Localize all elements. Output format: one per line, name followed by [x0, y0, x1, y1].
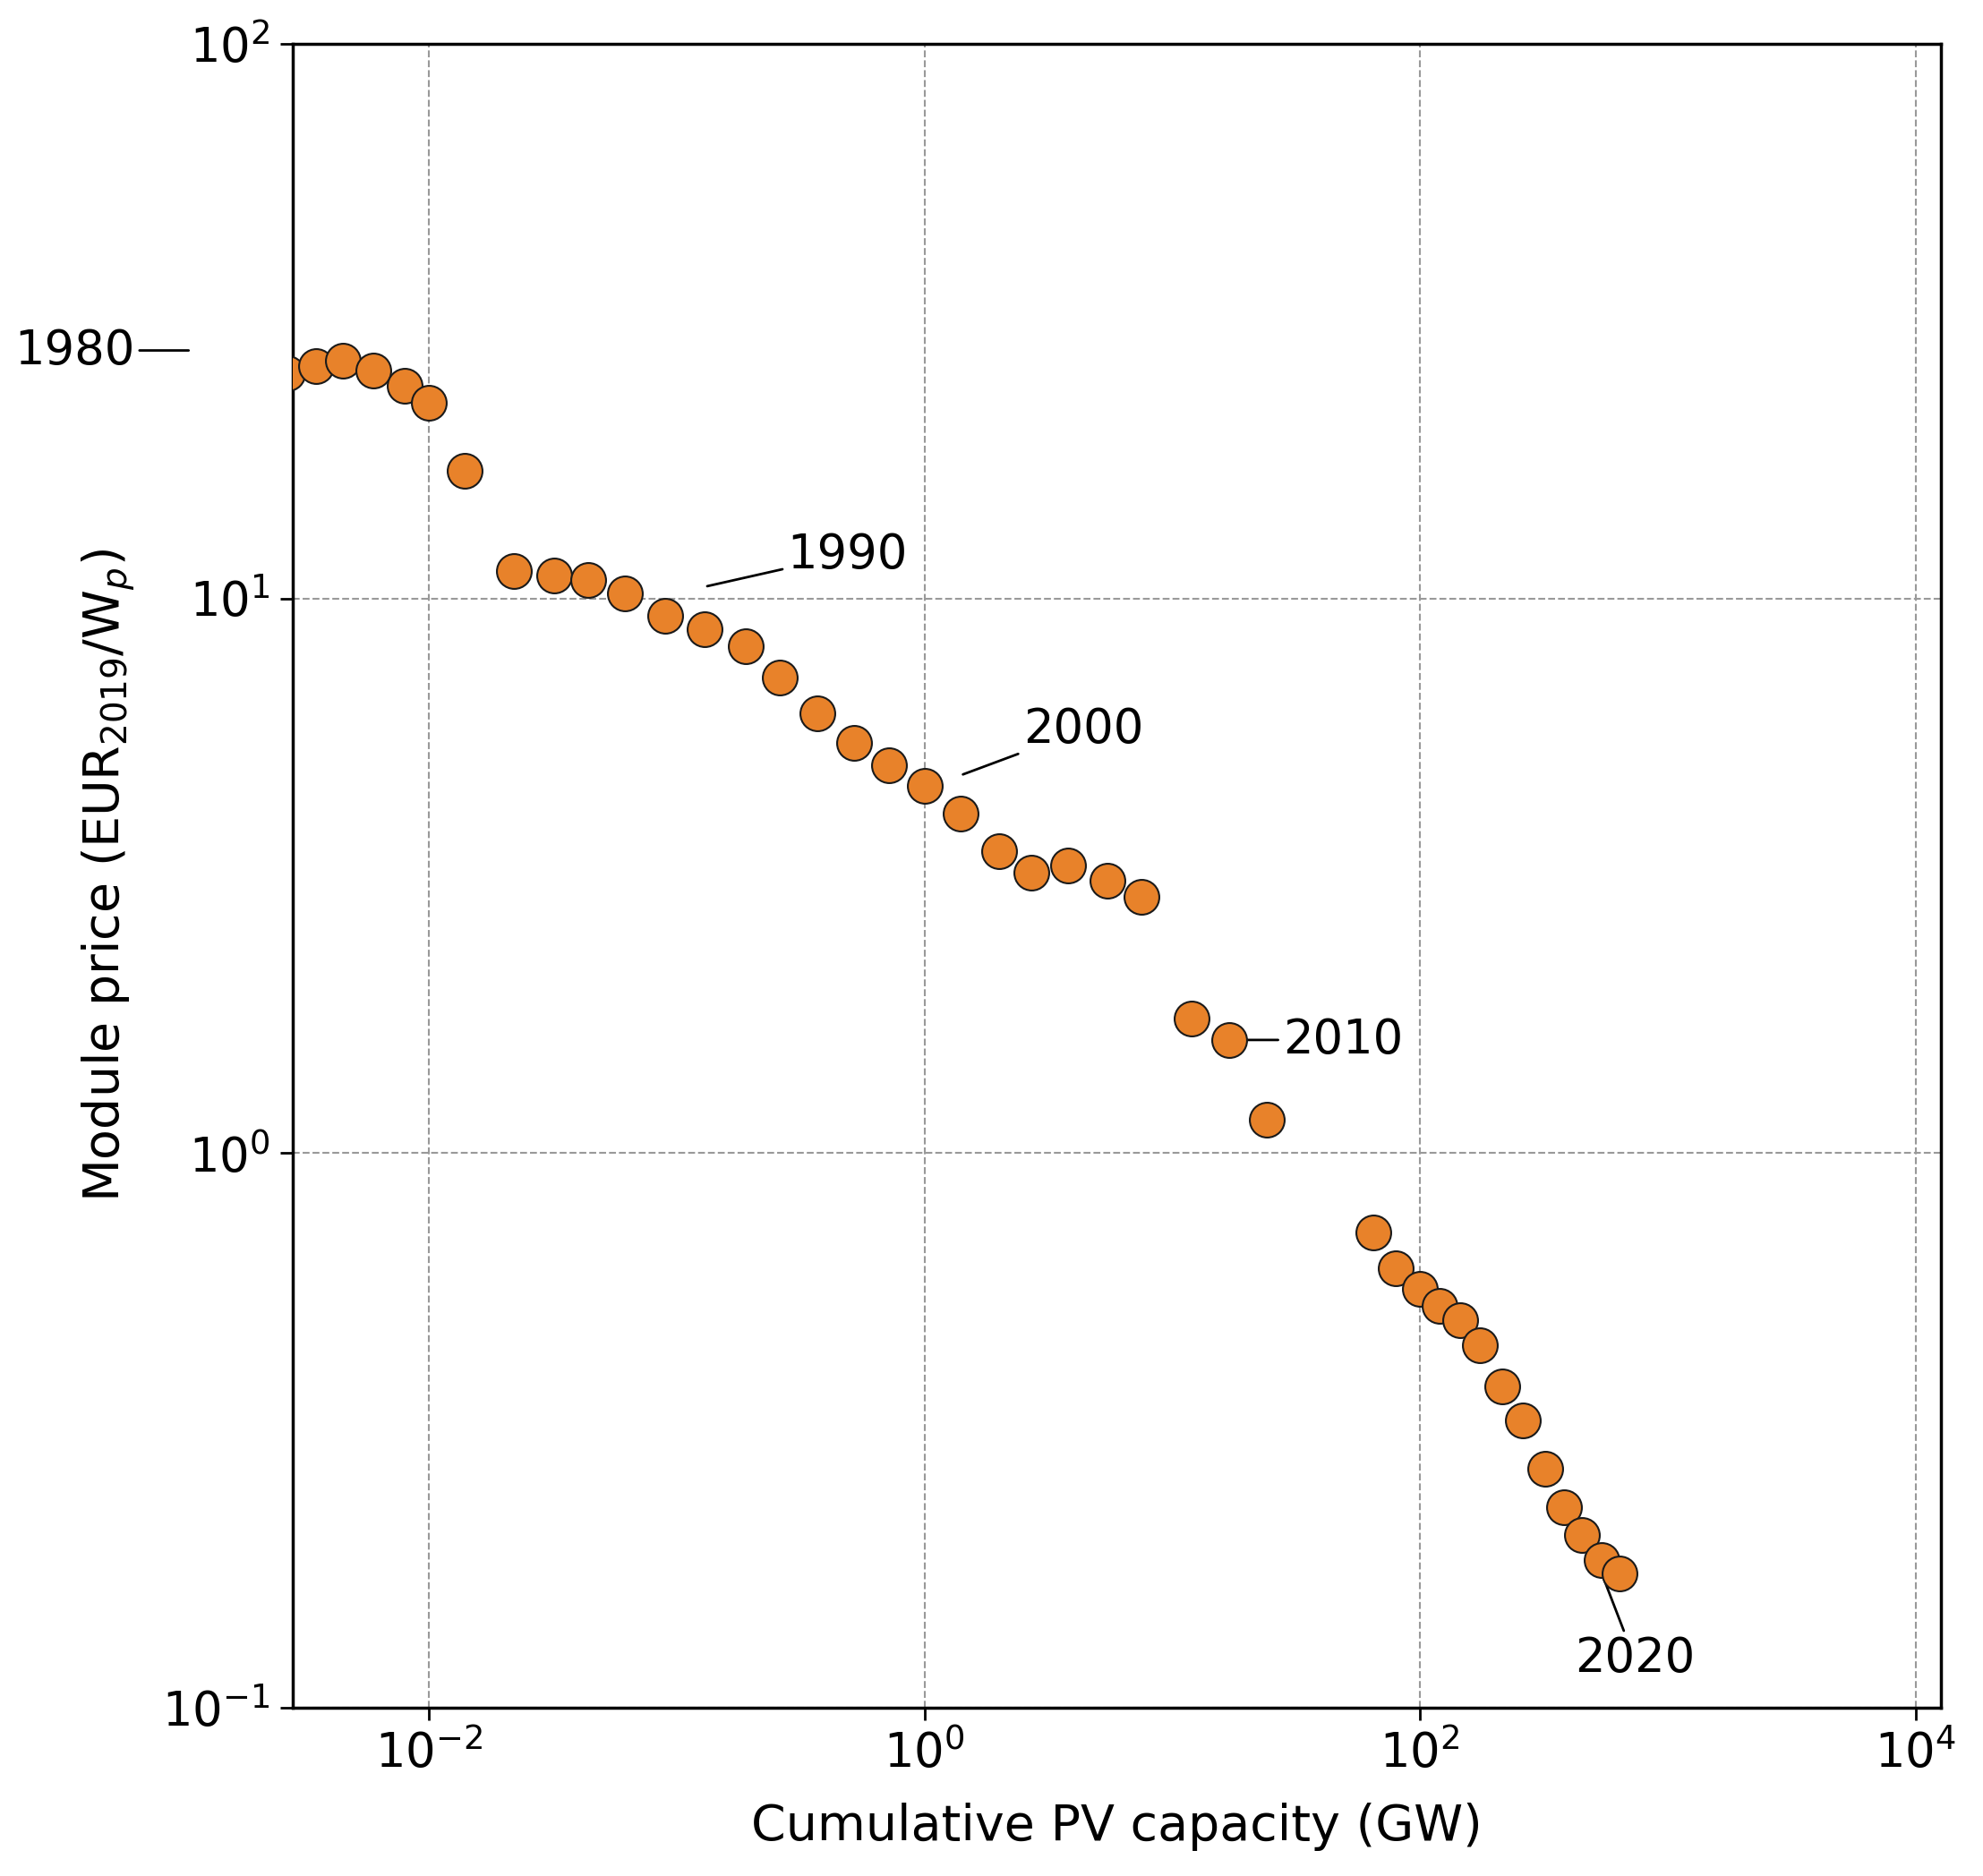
Point	[573, 565, 605, 595]
Point	[873, 750, 904, 780]
Point	[1444, 1306, 1475, 1336]
Point	[537, 561, 569, 591]
Point	[648, 600, 680, 630]
Point	[984, 837, 1015, 867]
Point	[1176, 1004, 1208, 1034]
Point	[1404, 1274, 1436, 1304]
Point	[299, 351, 331, 381]
Point	[357, 355, 389, 385]
Point	[1586, 1544, 1618, 1574]
Text: 1990: 1990	[708, 531, 908, 585]
Point	[1015, 857, 1047, 887]
Point	[1380, 1253, 1412, 1283]
Point	[1251, 1105, 1283, 1135]
Point	[1604, 1559, 1636, 1589]
Point	[908, 771, 940, 801]
Point	[498, 555, 529, 585]
Point	[1529, 1454, 1561, 1484]
Point	[175, 336, 206, 366]
Point	[412, 388, 444, 418]
Text: 2000: 2000	[964, 707, 1144, 775]
Text: 1980: 1980	[14, 326, 188, 373]
Point	[944, 799, 976, 829]
Point	[1507, 1405, 1539, 1435]
Text: 2020: 2020	[1575, 1576, 1695, 1683]
Point	[327, 345, 359, 375]
Point	[1549, 1491, 1580, 1521]
Point	[1053, 850, 1085, 880]
Point	[1567, 1520, 1598, 1550]
Point	[272, 358, 303, 388]
Point	[1214, 1024, 1245, 1054]
Point	[240, 373, 272, 403]
Point	[730, 632, 761, 662]
Point	[801, 698, 833, 728]
Point	[839, 728, 871, 758]
Point	[763, 662, 795, 692]
Point	[1424, 1291, 1456, 1321]
Point	[1358, 1218, 1390, 1248]
X-axis label: Cumulative PV capacity (GW): Cumulative PV capacity (GW)	[752, 1803, 1481, 1852]
Point	[448, 456, 480, 486]
Point	[609, 578, 641, 608]
Point	[1093, 865, 1124, 895]
Point	[389, 371, 420, 401]
Point	[1487, 1371, 1519, 1401]
Point	[216, 368, 248, 398]
Y-axis label: Module price (EUR$_{2019}$/W$_p$): Module price (EUR$_{2019}$/W$_p$)	[81, 550, 137, 1203]
Point	[1126, 882, 1158, 912]
Point	[1463, 1330, 1495, 1360]
Text: 2010: 2010	[1231, 1017, 1404, 1064]
Point	[688, 613, 720, 643]
